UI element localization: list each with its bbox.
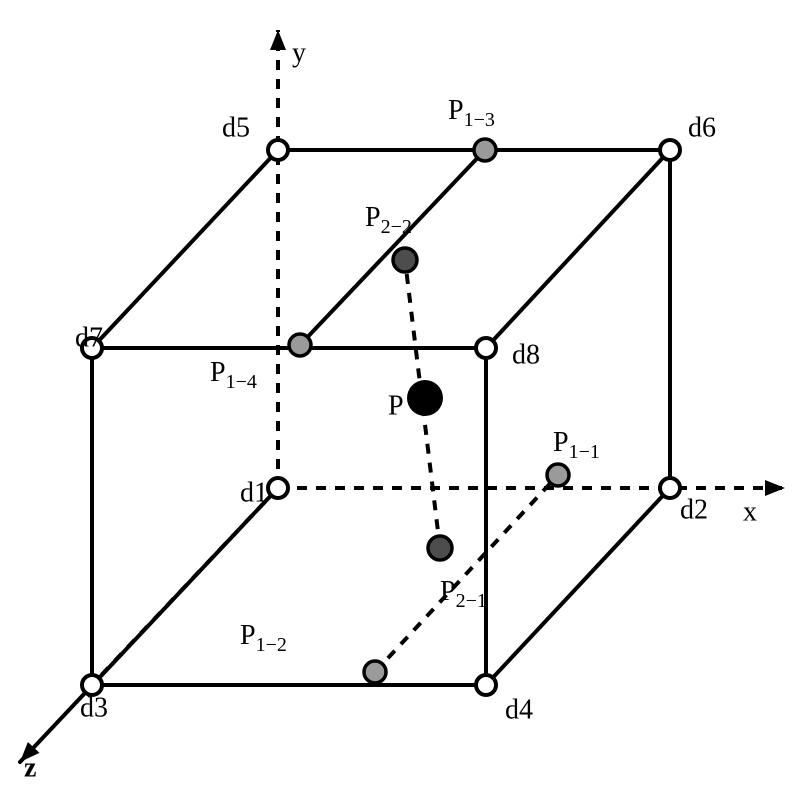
label-P21: P2−1	[440, 576, 487, 611]
label-d8: d8	[512, 339, 540, 370]
label-P14: P1−4	[210, 357, 257, 392]
corner-d4	[476, 675, 496, 695]
label-d1: d1	[240, 477, 268, 508]
label-P13: P1−3	[448, 95, 495, 130]
label-d2: d2	[680, 494, 708, 525]
mid-P11	[547, 464, 569, 486]
mid-P12	[364, 661, 386, 683]
axis-x-label: x	[743, 496, 757, 527]
axis-z-label: z	[24, 752, 36, 783]
axis-y-label: y	[292, 37, 306, 68]
label-P12: P1−2	[240, 620, 287, 655]
mid-P13	[474, 139, 496, 161]
label-d6: d6	[688, 112, 716, 143]
label-d7: d7	[75, 322, 103, 353]
arrow-head-icon	[270, 30, 286, 50]
center-P	[407, 380, 443, 416]
mid-P14	[289, 334, 311, 356]
label-P: P	[388, 390, 404, 421]
label-d3: d3	[80, 692, 108, 723]
corner-d8	[476, 338, 496, 358]
corner-d5	[268, 140, 288, 160]
mid-P22	[393, 248, 417, 272]
label-P22: P2−2	[365, 202, 412, 237]
corner-d1	[268, 478, 288, 498]
corner-d2	[660, 478, 680, 498]
arrow-head-icon	[765, 480, 785, 496]
trilinear-cube-diagram: z x y d1 d2 d3 d4 d5 d6 d7 d8 P1−1 P1−2 P1−3 P1−4 P2−1 P…	[0, 0, 812, 788]
label-d4: d4	[505, 694, 533, 725]
mid-P21	[428, 536, 452, 560]
label-d5: d5	[222, 112, 250, 143]
label-P11: P1−1	[553, 427, 600, 462]
corner-d6	[660, 140, 680, 160]
